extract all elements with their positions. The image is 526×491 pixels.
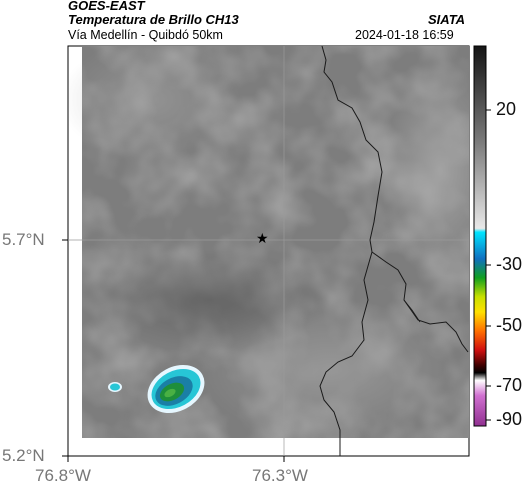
lon-label-76-8: 76.8°W (35, 466, 91, 485)
border-spur (403, 299, 421, 323)
satellite-title: GOES-EAST (68, 0, 145, 13)
lon-label-76-3: 76.3°W (252, 466, 308, 485)
lat-label-5-2: 5.2°N (2, 446, 45, 465)
department-border-south (319, 251, 373, 456)
region-subtitle: Vía Medellín - Quibdó 50km (68, 28, 223, 42)
storm-cell-small (108, 382, 122, 392)
colorbar-tick-minus70: -70 (496, 375, 523, 395)
colorbar-tick-minus30: -30 (496, 254, 523, 274)
location-star-icon: ★ (256, 230, 269, 246)
timestamp-label: 2024-01-18 16:59 (355, 28, 454, 42)
colorbar (473, 45, 487, 427)
colorbar-tick-20: 20 (496, 99, 517, 119)
lat-label-5-7: 5.7°N (2, 230, 45, 249)
colorbar-tick-minus90: -90 (496, 409, 523, 429)
department-border-east (321, 46, 469, 353)
light-cloud-nw (68, 46, 240, 160)
brand-label: SIATA (428, 12, 466, 27)
light-cloud-east (380, 60, 469, 280)
product-title: Temperatura de Brillo CH13 (68, 12, 239, 27)
storm-cell-main (147, 365, 205, 413)
dark-cloud-band (90, 250, 330, 350)
colorbar-tick-minus50: -50 (496, 315, 523, 335)
